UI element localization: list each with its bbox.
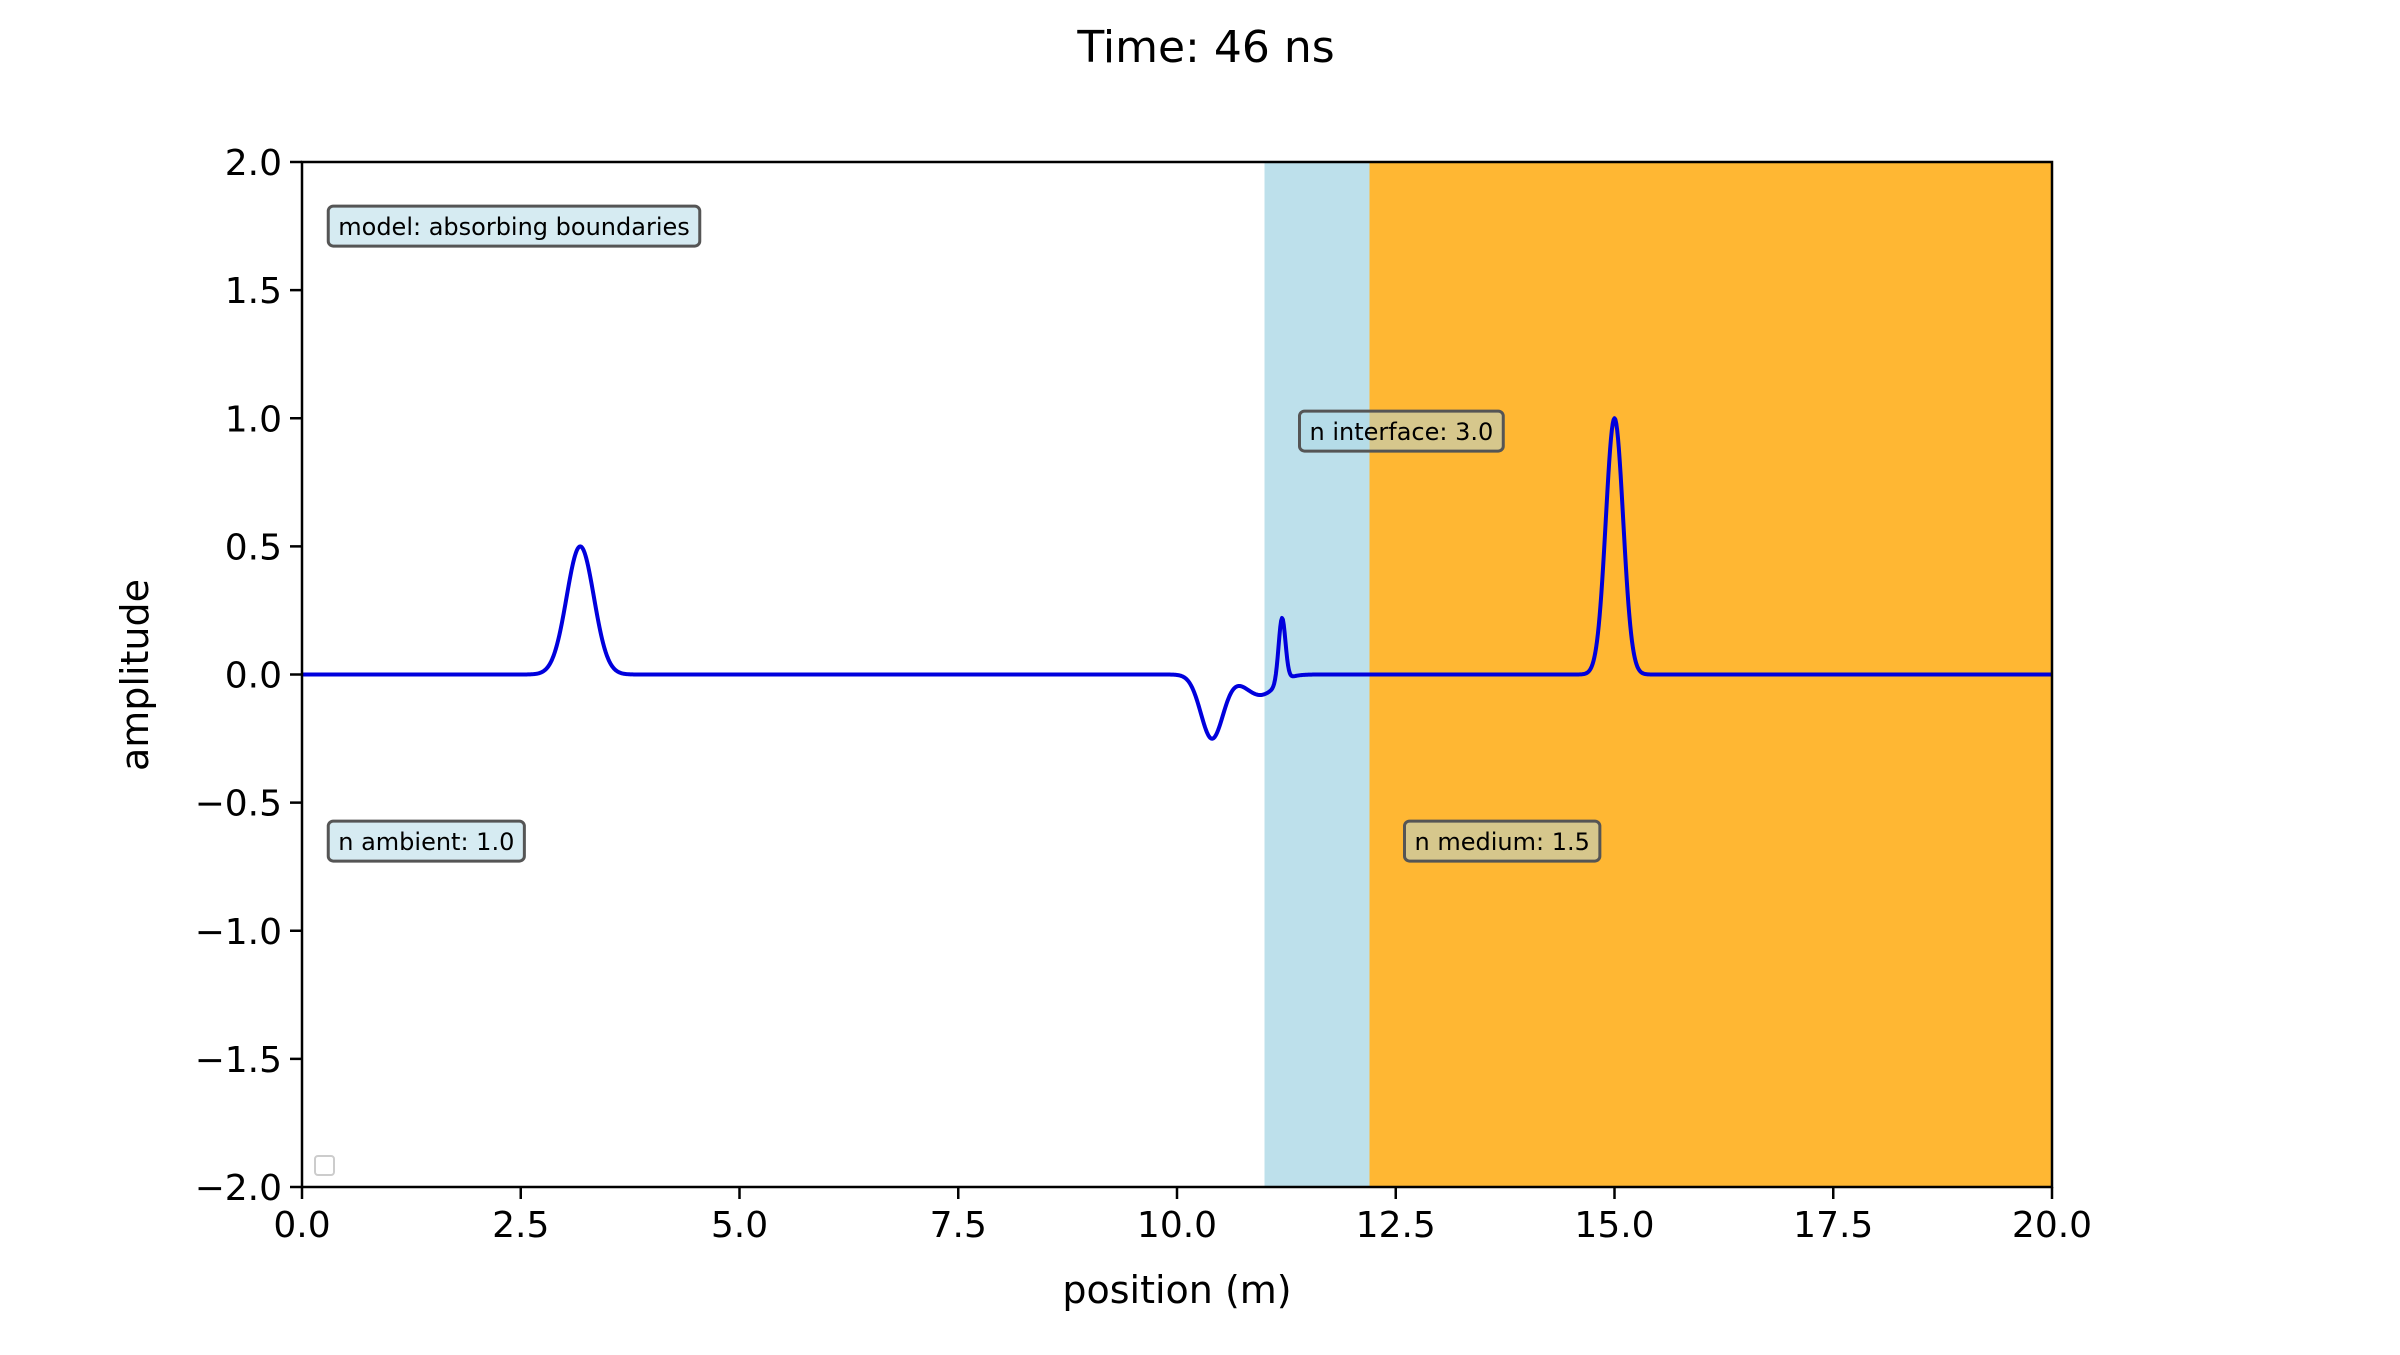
annotation-3: n medium: 1.5	[1403, 819, 1602, 863]
x-tick-label: 0.0	[273, 1205, 330, 1246]
x-axis-ticks: 0.0 2.5 5.0 7.5 10.0 12.5 15.0 17.5 20.0	[273, 1187, 2092, 1246]
x-tick-label: 7.5	[930, 1205, 987, 1246]
x-tick-label: 2.5	[492, 1205, 549, 1246]
x-tick-label: 10.0	[1137, 1205, 1217, 1246]
annotation-box	[1298, 409, 1505, 453]
annotation-0: model: absorbing boundaries	[326, 204, 702, 248]
y-tick-label: −0.5	[195, 784, 282, 825]
y-axis-label: amplitude	[113, 579, 157, 771]
y-axis-ticks: 2.0 1.5 1.0 0.5 0.0 −0.5 −1.0 −1.5 −2.0	[195, 143, 302, 1209]
y-tick-label: −1.0	[195, 912, 282, 953]
y-tick-label: −2.0	[195, 1168, 282, 1209]
legend-box	[314, 1155, 335, 1176]
y-tick-label: −1.5	[195, 1040, 282, 1081]
y-tick-label: 0.5	[225, 527, 282, 568]
annotation-1: n interface: 3.0	[1298, 409, 1505, 453]
chart-title: Time: 46 ns	[1076, 22, 1334, 73]
annotation-text: model: absorbing boundaries	[338, 213, 690, 241]
y-tick-label: 1.0	[225, 399, 282, 440]
y-tick-label: 0.0	[225, 656, 282, 697]
series-line-0	[300, 416, 2054, 741]
annotation-box	[1403, 819, 1602, 863]
x-axis-label: position (m)	[1062, 1268, 1291, 1312]
annotation-box	[326, 204, 702, 248]
annotation-text: n ambient: 1.0	[338, 828, 514, 856]
x-tick-label: 5.0	[711, 1205, 768, 1246]
x-tick-label: 17.5	[1793, 1205, 1873, 1246]
annotation-text: n medium: 1.5	[1415, 828, 1590, 856]
annotation-2: n ambient: 1.0	[326, 819, 526, 863]
y-tick-label: 1.5	[225, 271, 282, 312]
x-tick-label: 20.0	[2012, 1205, 2092, 1246]
annotation-box	[326, 819, 526, 863]
line-layer	[300, 416, 2054, 741]
annotation-text: n interface: 3.0	[1310, 418, 1494, 446]
y-tick-label: 2.0	[225, 143, 282, 184]
x-tick-label: 12.5	[1356, 1205, 1436, 1246]
x-tick-label: 15.0	[1574, 1205, 1654, 1246]
annotation-layer: model: absorbing boundaries n interface: …	[326, 204, 1602, 863]
